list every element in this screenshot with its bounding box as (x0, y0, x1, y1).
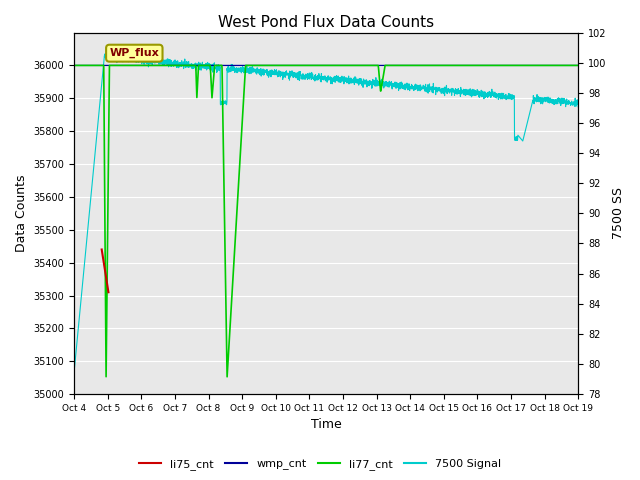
X-axis label: Time: Time (311, 419, 342, 432)
Y-axis label: Data Counts: Data Counts (15, 175, 28, 252)
Text: WP_flux: WP_flux (109, 48, 159, 59)
Y-axis label: 7500 SS: 7500 SS (612, 187, 625, 240)
Legend: li75_cnt, wmp_cnt, li77_cnt, 7500 Signal: li75_cnt, wmp_cnt, li77_cnt, 7500 Signal (135, 455, 505, 474)
Title: West Pond Flux Data Counts: West Pond Flux Data Counts (218, 15, 435, 30)
